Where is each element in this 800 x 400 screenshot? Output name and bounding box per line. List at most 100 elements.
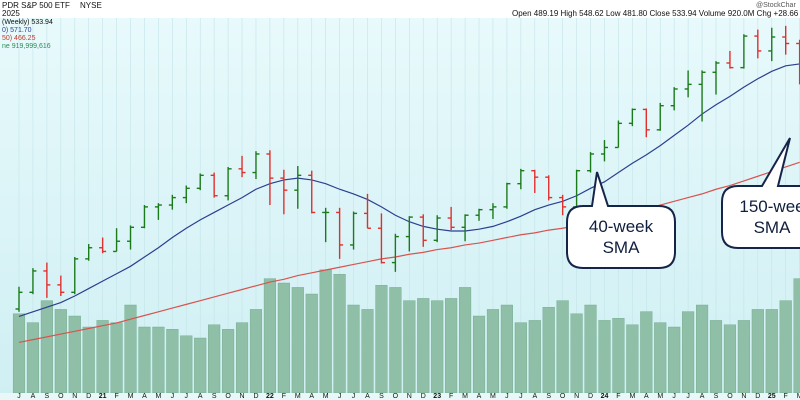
volume-bar bbox=[361, 309, 374, 394]
volume-bar bbox=[180, 335, 193, 394]
x-tick-label: F bbox=[282, 393, 286, 400]
volume-bar bbox=[389, 287, 402, 394]
volume-layer bbox=[12, 269, 800, 394]
x-tick-label: S bbox=[45, 393, 50, 400]
header-band bbox=[0, 0, 800, 18]
volume-bar bbox=[138, 326, 151, 394]
x-tick-label: J bbox=[672, 393, 676, 400]
volume-bar bbox=[723, 324, 736, 394]
x-tick-label: F bbox=[114, 393, 118, 400]
volume-bar bbox=[54, 309, 67, 394]
x-tick-label: N bbox=[574, 393, 579, 400]
volume-bar bbox=[12, 313, 26, 394]
volume-bar bbox=[375, 285, 388, 394]
header: PDR S&P 500 ETF NYSE 2025 Open 489.19 Hi… bbox=[2, 1, 800, 50]
volume-bar bbox=[472, 315, 486, 394]
x-tick-label: J bbox=[505, 393, 509, 400]
volume-bar bbox=[277, 282, 290, 394]
volume-bar bbox=[570, 313, 583, 394]
volume-bar bbox=[417, 298, 430, 394]
volume-bar bbox=[235, 322, 249, 394]
x-tick-label: F bbox=[616, 393, 620, 400]
volume-bar bbox=[751, 309, 764, 394]
volume-bar bbox=[542, 307, 555, 394]
x-tick-label: M bbox=[657, 393, 663, 400]
x-tick-label: M bbox=[323, 393, 329, 400]
x-tick-label: S bbox=[714, 393, 719, 400]
volume-bar bbox=[403, 300, 416, 394]
x-tick-label: F bbox=[784, 393, 788, 400]
volume-bar bbox=[152, 326, 165, 394]
x-axis: J A S O N D 21 F M A M J J A S O N D 22 F M A M J J A S O N D 23 F M A M J J… bbox=[17, 393, 800, 400]
callout-text: 40-week bbox=[589, 217, 654, 236]
x-tick-label: M bbox=[462, 393, 468, 400]
callout-box bbox=[721, 137, 800, 249]
x-tick-label: O bbox=[393, 393, 399, 400]
volume-bar bbox=[765, 309, 778, 394]
x-tick-label: D bbox=[253, 393, 258, 400]
x-tick-label: D bbox=[86, 393, 91, 400]
x-tick-label: 23 bbox=[433, 393, 441, 400]
callout-text: SMA bbox=[754, 218, 792, 237]
volume-bar bbox=[333, 274, 346, 394]
x-tick-label: J bbox=[185, 393, 189, 400]
volume-bar bbox=[793, 278, 800, 394]
x-tick-label: J bbox=[338, 393, 342, 400]
volume-bar bbox=[779, 300, 792, 394]
x-axis-band bbox=[0, 393, 800, 400]
x-tick-label: N bbox=[407, 393, 412, 400]
x-tick-label: N bbox=[741, 393, 746, 400]
volume-bar bbox=[40, 300, 53, 394]
volume-bar bbox=[514, 322, 527, 394]
volume-bar bbox=[194, 337, 207, 394]
x-tick-label: 22 bbox=[266, 393, 274, 400]
x-tick-label: A bbox=[31, 393, 36, 400]
volume-bar bbox=[208, 324, 221, 394]
volume-bar bbox=[347, 304, 360, 394]
annotations: 40-week SMA 150-wee SMA bbox=[566, 137, 800, 269]
x-tick-label: J bbox=[171, 393, 175, 400]
callout-text: 150-wee bbox=[739, 197, 800, 216]
volume-bar bbox=[222, 329, 235, 394]
x-tick-label: A bbox=[477, 393, 482, 400]
x-tick-label: O bbox=[727, 393, 733, 400]
x-tick-label: D bbox=[588, 393, 593, 400]
x-tick-label: 25 bbox=[768, 393, 776, 400]
volume-bar bbox=[82, 326, 95, 394]
callout-text: SMA bbox=[603, 238, 641, 257]
volume-bar bbox=[319, 269, 332, 394]
volume-bar bbox=[249, 309, 263, 394]
legend-entry: 50) 466.25 bbox=[2, 35, 36, 42]
x-tick-label: M bbox=[490, 393, 496, 400]
x-tick-label: M bbox=[295, 393, 301, 400]
volume-bar bbox=[26, 322, 39, 394]
x-tick-label: S bbox=[546, 393, 551, 400]
legend-entry: 0) 571.70 bbox=[2, 27, 32, 34]
x-tick-label: O bbox=[560, 393, 566, 400]
legend-entry: (Weekly) 533.94 bbox=[2, 19, 53, 26]
x-tick-label: A bbox=[142, 393, 147, 400]
volume-bar bbox=[68, 315, 81, 394]
volume-bar bbox=[598, 320, 611, 394]
volume-bar bbox=[291, 287, 304, 394]
volume-bar bbox=[459, 287, 472, 394]
x-tick-label: A bbox=[644, 393, 649, 400]
chart-title: PDR S&P 500 ETF bbox=[2, 1, 70, 10]
volume-bar bbox=[737, 320, 750, 394]
x-tick-label: S bbox=[379, 393, 384, 400]
x-tick-label: J bbox=[352, 393, 356, 400]
volume-bar bbox=[682, 311, 695, 394]
volume-bar bbox=[612, 318, 625, 394]
volume-bar bbox=[431, 300, 444, 394]
x-tick-label: D bbox=[755, 393, 760, 400]
x-tick-label: O bbox=[58, 393, 64, 400]
x-tick-label: M bbox=[128, 393, 134, 400]
x-tick-label: A bbox=[700, 393, 705, 400]
x-tick-label: A bbox=[309, 393, 314, 400]
volume-bar bbox=[445, 298, 458, 394]
exchange: NYSE bbox=[80, 1, 102, 10]
volume-bar bbox=[486, 309, 500, 394]
x-tick-label: J bbox=[17, 393, 21, 400]
x-tick-label: A bbox=[198, 393, 203, 400]
